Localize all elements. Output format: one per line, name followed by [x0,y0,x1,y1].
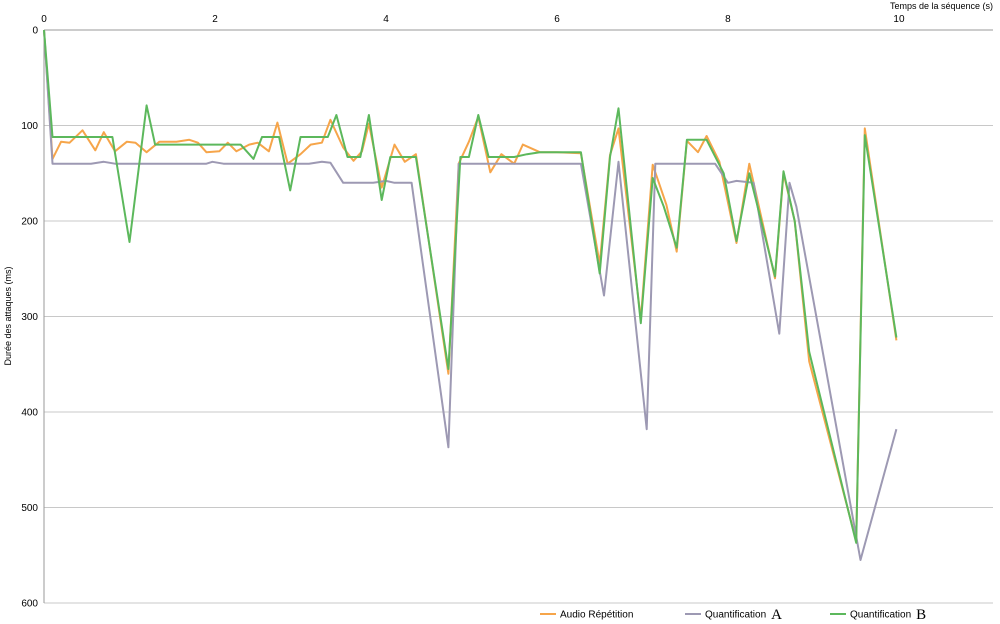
series-line-0 [43,29,898,542]
legend-suffix-2: B [916,607,926,623]
y-axis-title: Durée des attaques (ms) [3,266,13,365]
y-tick-label: 600 [21,599,38,610]
legend: Audio Répétition Quantification A Quantific… [540,607,926,623]
axes [43,29,993,603]
x-tick-labels: 0 2 4 6 8 10 [41,14,905,25]
series-line-1 [43,29,898,561]
x-tick-label: 2 [212,14,218,25]
legend-suffix-1: A [771,607,782,623]
y-tick-label: 100 [21,121,38,132]
y-tick-label: 200 [21,217,38,228]
legend-label-1: Quantification [705,610,766,621]
x-tick-label: 6 [554,14,560,25]
x-tick-label: 4 [383,14,389,25]
x-tick-label: 10 [893,14,905,25]
series-line-2 [43,29,898,544]
y-tick-label: 400 [21,408,38,419]
legend-label-0: Audio Répétition [560,610,633,621]
y-tick-labels: 0 100 200 300 400 500 600 [21,26,38,610]
legend-label-2: Quantification [850,610,911,621]
y-tick-label: 300 [21,312,38,323]
grid-lines [44,125,993,604]
y-tick-label: 0 [32,26,38,37]
x-axis-title: Temps de la séquence (s) [890,1,993,11]
series-lines [43,29,898,561]
x-tick-label: 8 [725,14,731,25]
x-tick-label: 0 [41,14,47,25]
y-tick-label: 500 [21,503,38,514]
